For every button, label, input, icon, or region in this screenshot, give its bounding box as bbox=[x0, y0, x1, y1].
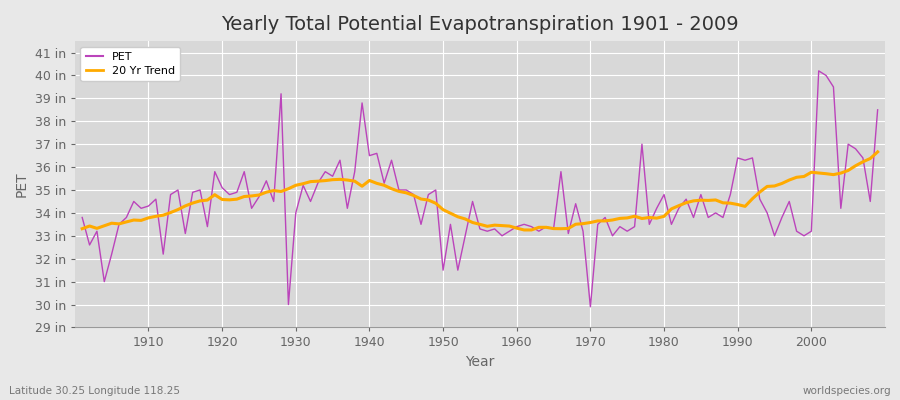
Title: Yearly Total Potential Evapotranspiration 1901 - 2009: Yearly Total Potential Evapotranspiratio… bbox=[221, 15, 739, 34]
Text: Latitude 30.25 Longitude 118.25: Latitude 30.25 Longitude 118.25 bbox=[9, 386, 180, 396]
Text: worldspecies.org: worldspecies.org bbox=[803, 386, 891, 396]
Y-axis label: PET: PET bbox=[15, 172, 29, 197]
X-axis label: Year: Year bbox=[465, 355, 495, 369]
Legend: PET, 20 Yr Trend: PET, 20 Yr Trend bbox=[80, 47, 180, 81]
